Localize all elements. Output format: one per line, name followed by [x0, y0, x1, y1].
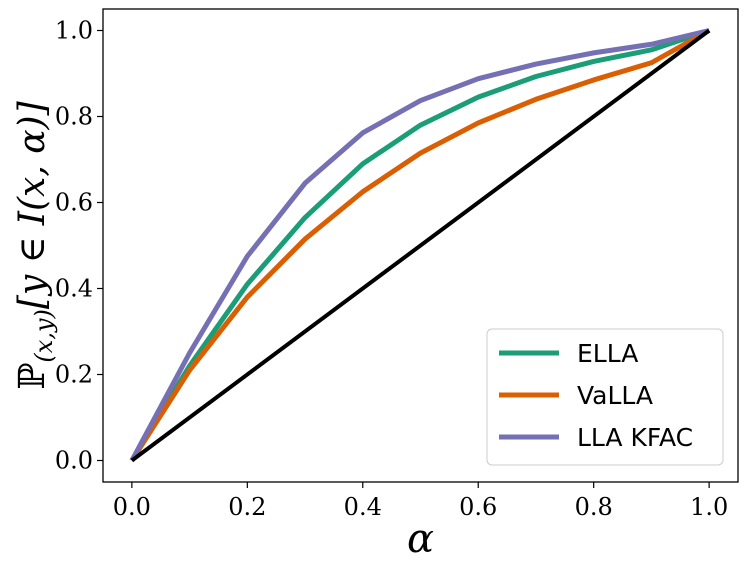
plot-frame: [102, 8, 739, 483]
y-tick-label: 0.8: [55, 103, 93, 131]
legend: ELLA VaLLA LLA KFAC: [486, 328, 724, 466]
ticks-layer: 0.0 0.2 0.4 0.6 0.8 1.0 0.0 0.2 0.4 0.6 0.8 1.0: [55, 17, 728, 522]
y-tick-label: 1.0: [55, 17, 93, 45]
legend-label: VaLLA: [577, 381, 653, 410]
x-tick-label: 1.0: [690, 493, 728, 521]
legend-entries: ELLA VaLLA LLA KFAC: [499, 339, 693, 452]
y-tick-label: 0.6: [55, 189, 93, 217]
y-tick-label: 0.4: [55, 275, 93, 303]
reference-diagonal-line: [130, 28, 711, 463]
x-tick-label: 0.6: [459, 493, 497, 521]
x-tick-label: 0.2: [228, 493, 266, 521]
y-label-expression: [y ∈ I(x, α)]: [12, 100, 53, 309]
y-label-prob-symbol: ℙ: [12, 363, 53, 390]
y-tick-label: 0.2: [55, 361, 93, 389]
series-line-valla: [129, 28, 711, 462]
y-tick-label: 0.0: [55, 447, 93, 475]
legend-box: [486, 328, 724, 466]
y-label-subscript: (x,y): [30, 309, 58, 362]
series-line-ella: [129, 28, 710, 462]
legend-label: LLA KFAC: [577, 423, 693, 452]
series-layer: [129, 28, 711, 463]
x-tick-label: 0.4: [344, 493, 382, 521]
x-tick-label: 0.8: [575, 493, 613, 521]
x-tick-label: 0.0: [113, 493, 151, 521]
series-line-lla-kfac: [129, 28, 710, 462]
x-axis-label: α: [407, 516, 434, 562]
legend-label: ELLA: [577, 339, 638, 368]
y-axis-label: ℙ(x,y)[y ∈ I(x, α)]: [12, 100, 58, 389]
